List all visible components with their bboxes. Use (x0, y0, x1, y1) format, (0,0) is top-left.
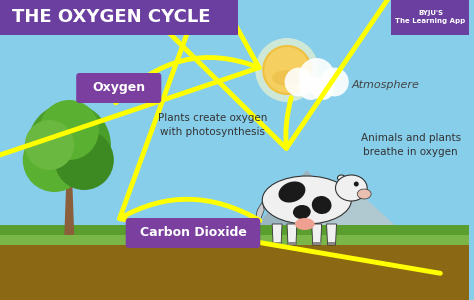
Polygon shape (313, 242, 320, 245)
Polygon shape (273, 242, 281, 245)
Text: Plants create oxygen
with photosynthesis: Plants create oxygen with photosynthesis (158, 113, 267, 137)
Polygon shape (312, 224, 322, 245)
Polygon shape (288, 242, 296, 245)
Circle shape (299, 58, 335, 94)
Ellipse shape (336, 175, 367, 201)
Polygon shape (0, 245, 469, 300)
FancyArrowPatch shape (55, 0, 469, 148)
Text: Oxygen: Oxygen (92, 82, 146, 94)
FancyBboxPatch shape (0, 0, 237, 35)
FancyArrowPatch shape (0, 0, 259, 172)
Ellipse shape (279, 182, 305, 203)
Circle shape (320, 68, 349, 96)
Polygon shape (327, 224, 337, 245)
Polygon shape (255, 202, 264, 220)
Circle shape (299, 76, 323, 100)
Text: THE OXYGEN CYCLE: THE OXYGEN CYCLE (12, 8, 210, 26)
Ellipse shape (293, 205, 311, 219)
Circle shape (40, 100, 99, 160)
Ellipse shape (337, 175, 346, 181)
FancyBboxPatch shape (391, 0, 469, 35)
Ellipse shape (357, 189, 371, 199)
Circle shape (25, 120, 74, 170)
Polygon shape (0, 225, 469, 235)
Polygon shape (0, 235, 469, 245)
Text: Animals and plants
breathe in oxygen: Animals and plants breathe in oxygen (361, 133, 461, 157)
Text: Atmosphere: Atmosphere (352, 80, 420, 90)
Text: Carbon Dioxide: Carbon Dioxide (139, 226, 246, 239)
Polygon shape (328, 242, 336, 245)
Circle shape (263, 46, 311, 94)
FancyBboxPatch shape (126, 218, 260, 248)
Circle shape (255, 38, 319, 102)
Polygon shape (247, 170, 366, 235)
FancyBboxPatch shape (76, 73, 161, 103)
Ellipse shape (295, 218, 315, 230)
Ellipse shape (312, 196, 331, 214)
Ellipse shape (262, 176, 351, 224)
Circle shape (354, 182, 359, 187)
Polygon shape (307, 190, 406, 235)
FancyArrowPatch shape (119, 0, 440, 273)
Ellipse shape (272, 70, 302, 86)
Polygon shape (287, 224, 297, 245)
Polygon shape (272, 224, 282, 245)
Circle shape (55, 130, 114, 190)
Circle shape (311, 76, 335, 100)
Circle shape (284, 68, 313, 96)
Text: BYJU'S
The Learning App: BYJU'S The Learning App (395, 10, 465, 24)
Circle shape (23, 128, 86, 192)
Polygon shape (64, 180, 74, 235)
Circle shape (27, 103, 111, 187)
